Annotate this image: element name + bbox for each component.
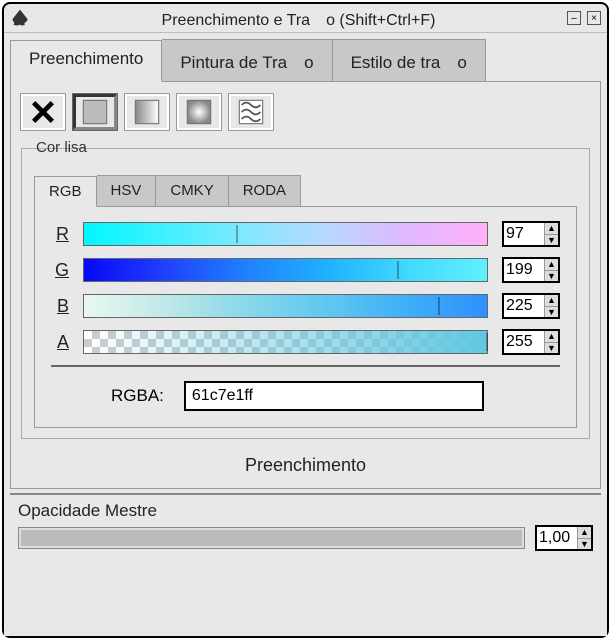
channel-row-r: R ▲▼ (51, 221, 560, 247)
spin-b-down[interactable]: ▼ (545, 307, 558, 318)
window-title: Preenchimento e Tra o (Shift+Ctrl+F) (36, 6, 561, 30)
channel-row-a: A ▲▼ (51, 329, 560, 355)
dialog-window: Preenchimento e Tra o (Shift+Ctrl+F) – ×… (2, 2, 609, 638)
input-r[interactable] (504, 223, 544, 245)
spin-b-up[interactable]: ▲ (545, 295, 558, 307)
client-area: Preenchimento Pintura de Tra o Estilo de… (4, 32, 607, 636)
label-g: G (51, 260, 69, 281)
channel-row-g: G ▲▼ (51, 257, 560, 283)
tab-fill[interactable]: Preenchimento (10, 40, 162, 82)
label-a: A (51, 332, 69, 353)
inkscape-icon (10, 8, 30, 28)
paint-flat-button[interactable] (73, 94, 117, 130)
pattern-icon (237, 98, 265, 126)
rgba-row: RGBA: (51, 381, 560, 417)
spin-opacity: ▲▼ (535, 525, 593, 551)
opacity-slider[interactable] (18, 527, 525, 549)
tab-stroke-paint[interactable]: Pintura de Tra o (162, 39, 332, 81)
main-tabs: Preenchimento Pintura de Tra o Estilo de… (10, 39, 601, 81)
flat-color-icon (81, 98, 109, 126)
spin-b: ▲▼ (502, 293, 560, 319)
paint-pattern-button[interactable] (229, 94, 273, 130)
spin-g-down[interactable]: ▼ (545, 271, 558, 282)
tab-wheel[interactable]: RODA (229, 175, 301, 206)
rgb-panel: R ▲▼ G ▲▼ (34, 206, 577, 428)
radial-gradient-icon (185, 98, 213, 126)
titlebar[interactable]: Preenchimento e Tra o (Shift+Ctrl+F) – × (4, 4, 607, 32)
opacity-label: Opacidade Mestre (18, 501, 593, 521)
channel-row-b: B ▲▼ (51, 293, 560, 319)
label-b: B (51, 296, 69, 317)
fill-panel: Cor lisa RGB HSV CMKY RODA R ▲▼ (10, 81, 601, 489)
flat-color-fieldset: Cor lisa RGB HSV CMKY RODA R ▲▼ (21, 148, 590, 439)
separator (10, 493, 601, 495)
tab-stroke-style[interactable]: Estilo de tra o (333, 39, 486, 81)
spin-opacity-up[interactable]: ▲ (578, 527, 591, 539)
input-a[interactable] (504, 331, 544, 353)
slider-g[interactable] (83, 258, 488, 282)
slider-r[interactable] (83, 222, 488, 246)
paint-linear-gradient-button[interactable] (125, 94, 169, 130)
minimize-button[interactable]: – (567, 11, 581, 25)
slider-a[interactable] (83, 330, 488, 354)
slider-b[interactable] (83, 294, 488, 318)
label-r: R (51, 224, 69, 245)
spin-r-down[interactable]: ▼ (545, 235, 558, 246)
spin-g-up[interactable]: ▲ (545, 259, 558, 271)
footer-mode-label: Preenchimento (21, 447, 590, 480)
spin-r-up[interactable]: ▲ (545, 223, 558, 235)
paint-type-row (21, 94, 590, 130)
spin-a-down[interactable]: ▼ (545, 343, 558, 354)
spin-opacity-down[interactable]: ▼ (578, 539, 591, 550)
close-button[interactable]: × (587, 11, 601, 25)
opacity-block: Opacidade Mestre ▲▼ (10, 499, 601, 557)
divider (51, 365, 560, 367)
paint-radial-gradient-button[interactable] (177, 94, 221, 130)
spin-r: ▲▼ (502, 221, 560, 247)
rgba-label: RGBA: (111, 386, 164, 406)
spin-a: ▲▼ (502, 329, 560, 355)
input-opacity[interactable] (537, 527, 577, 549)
rgba-input[interactable] (184, 381, 484, 411)
color-model-tabs: RGB HSV CMKY RODA (34, 175, 577, 206)
x-icon (29, 98, 57, 126)
spin-g: ▲▼ (502, 257, 560, 283)
tab-rgb[interactable]: RGB (34, 176, 97, 207)
input-b[interactable] (504, 295, 544, 317)
paint-none-button[interactable] (21, 94, 65, 130)
linear-gradient-icon (133, 98, 161, 126)
input-g[interactable] (504, 259, 544, 281)
spin-a-up[interactable]: ▲ (545, 331, 558, 343)
tab-hsv[interactable]: HSV (97, 175, 157, 206)
tab-cmyk[interactable]: CMKY (156, 175, 228, 206)
